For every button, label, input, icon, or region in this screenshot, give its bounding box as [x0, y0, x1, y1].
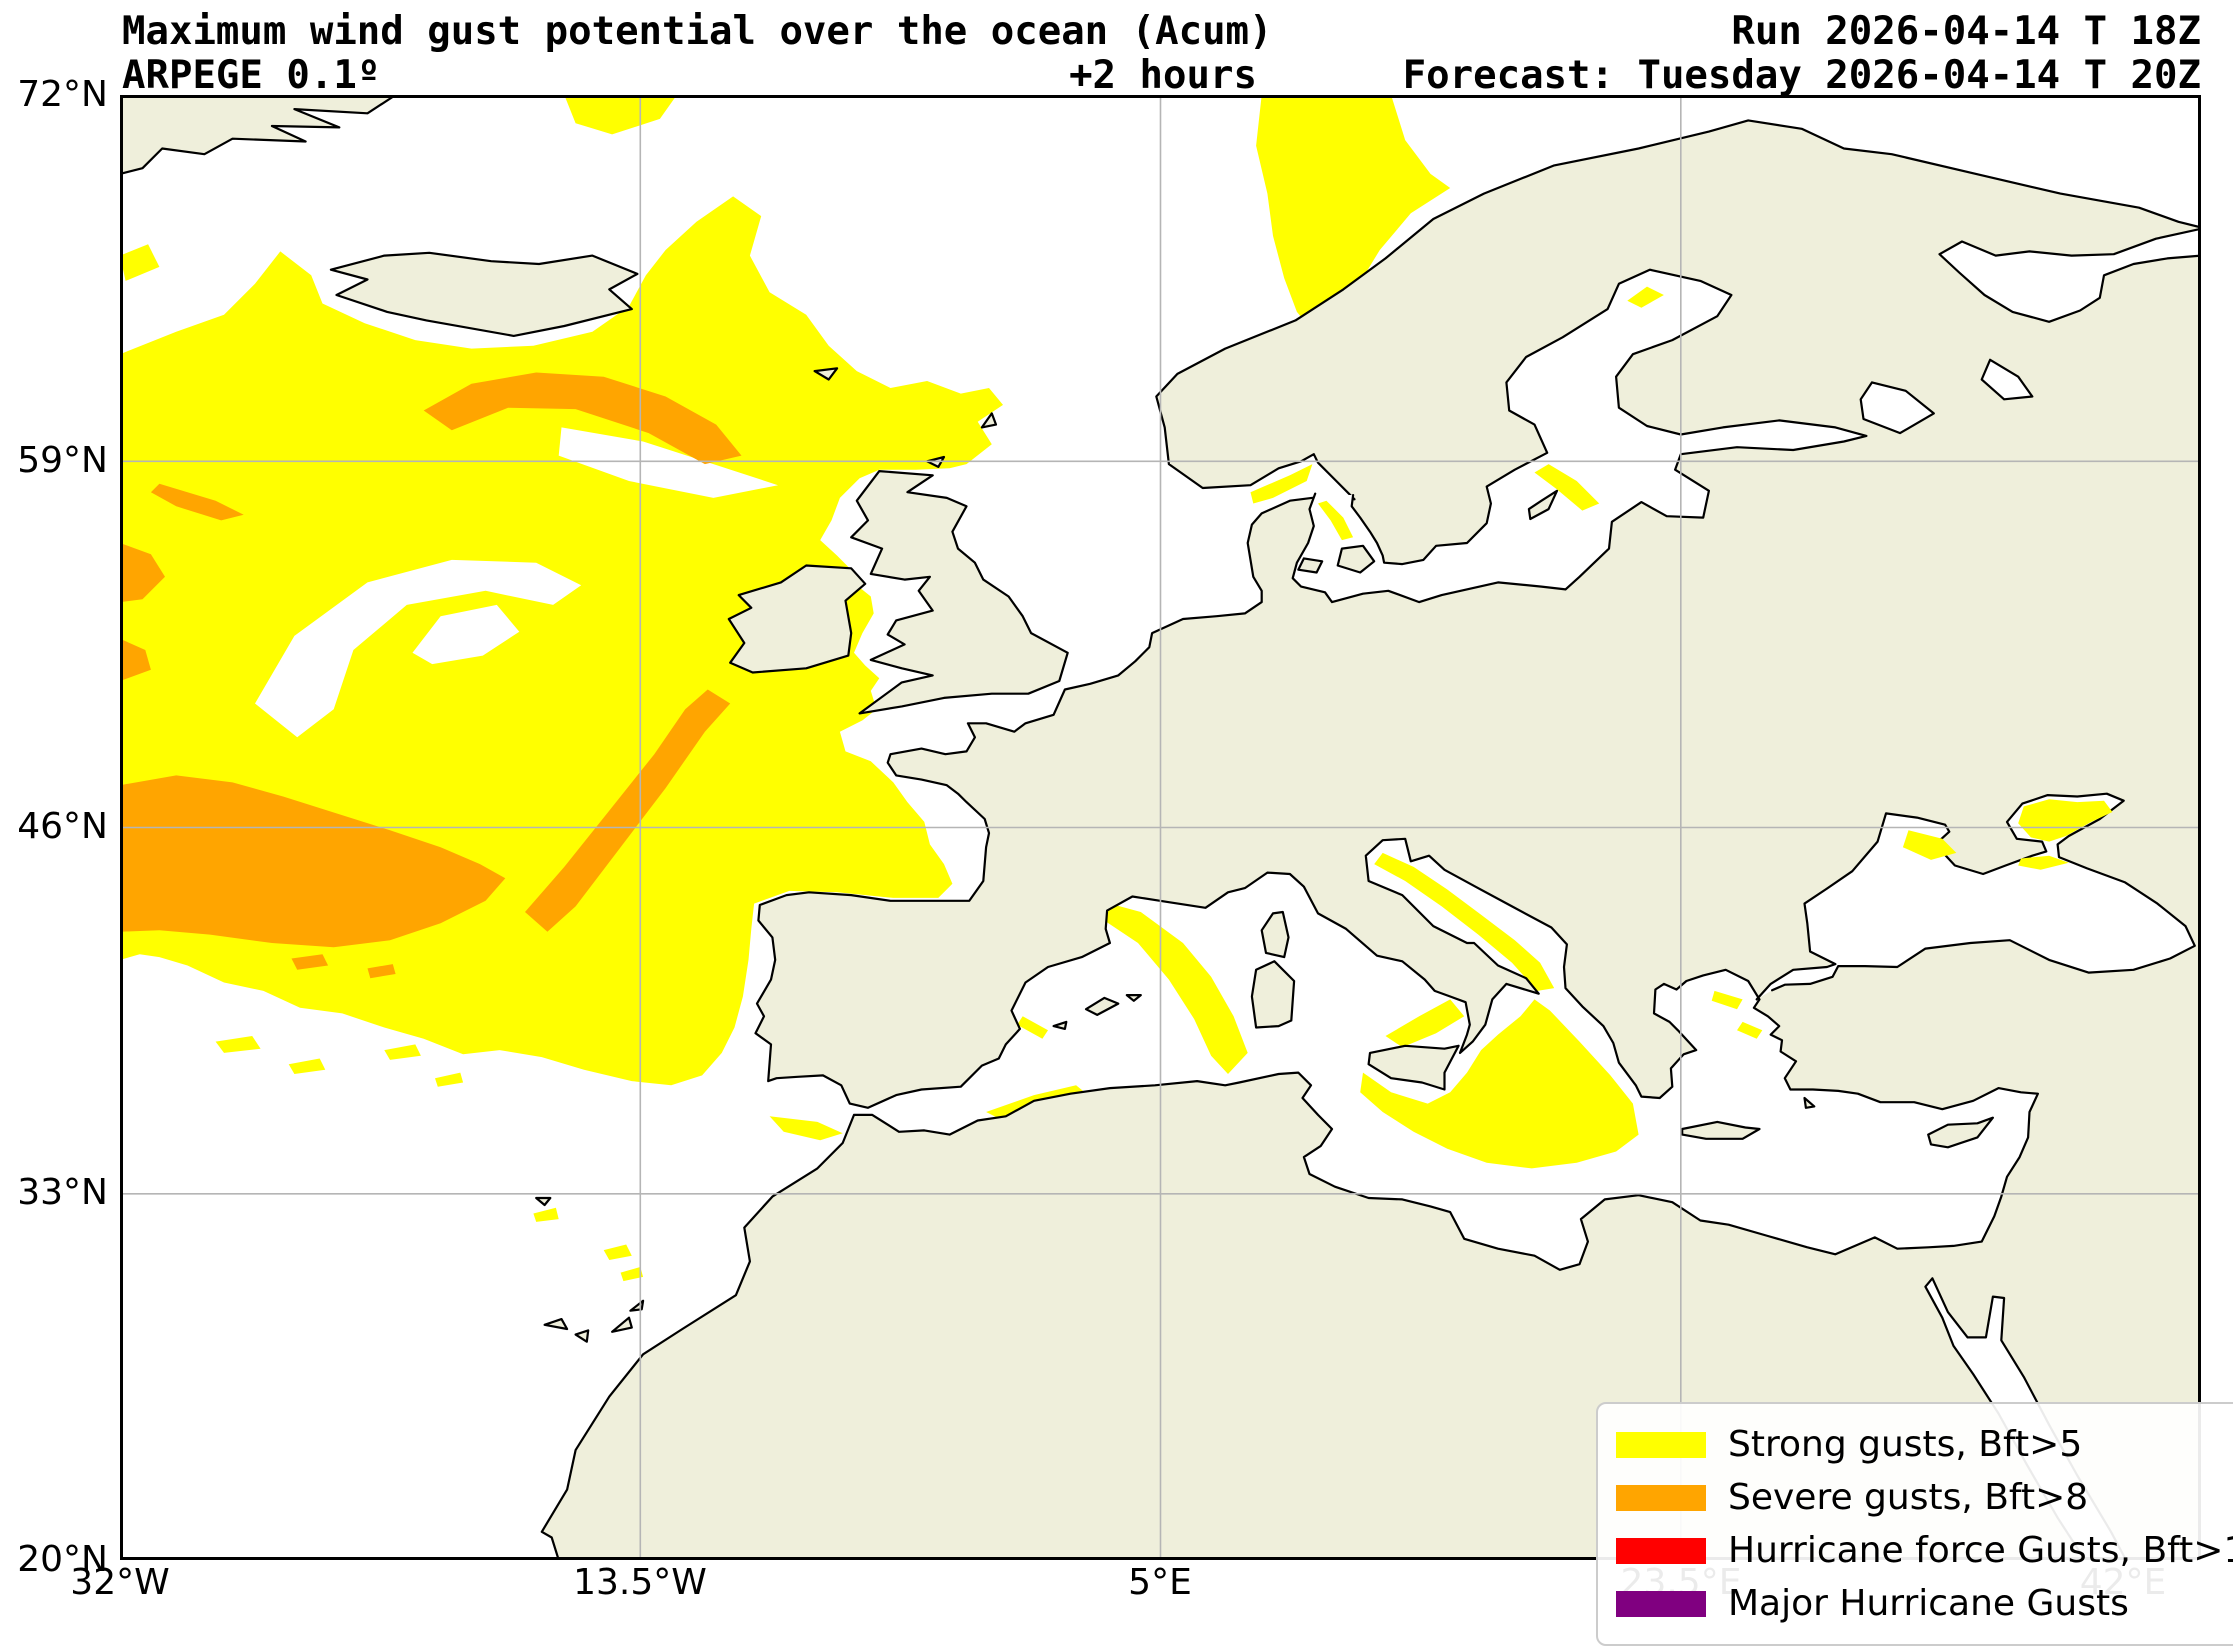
land-greenland: [120, 95, 397, 176]
legend-color-swatch: [1616, 1484, 1706, 1511]
land-menorca: [1125, 993, 1142, 1002]
land-iceland: [329, 251, 639, 337]
gust-strong-south-speck-4: [435, 1072, 464, 1087]
gust-severe-southwest-mass: [120, 775, 506, 948]
land-great-britain: [850, 470, 1069, 715]
gust-strong-adriatic-streak: [1374, 852, 1555, 991]
gust-strong-lion-sardinia-band: [1104, 903, 1248, 1074]
legend-item-label: Severe gusts, Bft>8: [1728, 1476, 2089, 1518]
gust-strong-aegean-dash-1: [1711, 990, 1743, 1010]
land-funen: [1297, 557, 1324, 574]
gust-severe-dash-1: [291, 954, 329, 970]
gust-strong-kerch-south: [2018, 855, 2069, 870]
land-corsica: [1260, 910, 1290, 959]
y-axis-tick-label: 33°N: [17, 1172, 108, 1213]
land-sicily: [1367, 1044, 1460, 1091]
gust-strong-south-speck-3: [384, 1044, 421, 1060]
gust-strong-gibraltar-approach: [769, 1116, 843, 1141]
coastline-lake-ladoga: [1859, 381, 1935, 435]
gust-strong-ionian-mass: [1360, 999, 1639, 1169]
forecast-time-label: Forecast: Tuesday 2026-04-14 T 20Z: [1402, 53, 2201, 98]
gust-strong-aegean-dash-2: [1737, 1021, 1763, 1039]
coastline-black-sea: [1755, 792, 2196, 1001]
gust-strong-bothnia-speck: [1627, 286, 1664, 308]
legend-color-swatch: [1616, 1431, 1706, 1458]
land-crete: [1681, 1120, 1761, 1140]
y-axis-tick-label: 46°N: [17, 806, 108, 847]
gust-strong-top-edge-ne-iceland: [564, 95, 677, 135]
page-title: Maximum wind gust potential over the oce…: [122, 9, 1273, 54]
gust-strong-madeira-speck: [533, 1207, 559, 1222]
land-mallorca: [1084, 996, 1120, 1017]
legend-color-swatch: [1616, 1537, 1706, 1564]
gust-severe-west-edge-1: [120, 543, 165, 603]
x-axis-tick-label: 13.5°W: [573, 1562, 707, 1603]
run-time-label: Run 2026-04-14 T 18Z: [1731, 9, 2201, 54]
land-shetland: [980, 412, 998, 429]
map-legend: Strong gusts, Bft>5 Severe gusts, Bft>8 Hu…: [1596, 1402, 2233, 1646]
y-axis-tick-label: 59°N: [17, 440, 108, 481]
gust-severe-west-edge-2: [120, 638, 151, 681]
gust-severe-dash-2: [367, 964, 396, 979]
gust-strong-azov: [2018, 799, 2113, 842]
gust-strong-greenland-edge: [120, 244, 160, 281]
y-axis-tick-label: 72°N: [17, 74, 108, 115]
x-axis-tick-label: 32°W: [70, 1562, 170, 1603]
sea-black-sea: [1756, 793, 2195, 1000]
gust-strong-morocco-speck-2: [620, 1267, 644, 1282]
gust-strong-south-speck-2: [288, 1058, 326, 1074]
model-label: ARPEGE 0.1º: [122, 53, 381, 98]
sea-white-sea: [1939, 228, 2201, 322]
gust-hole-gap-under-arc: [558, 427, 778, 498]
gust-strong-valencia-dash: [1017, 1016, 1048, 1039]
gust-strong-morocco-speck-1: [603, 1244, 632, 1260]
land-gran-canaria: [574, 1329, 590, 1343]
land-ibiza: [1052, 1020, 1068, 1031]
gust-severe-se-band: [525, 689, 731, 932]
land-ireland: [727, 564, 867, 674]
gust-strong-south-speck-1: [215, 1036, 261, 1053]
land-fuerteventura: [611, 1316, 633, 1333]
forecast-step-label: +2 hours: [1069, 53, 1257, 98]
gust-strong-kattegat: [1318, 500, 1354, 541]
land-cyprus: [1927, 1116, 1995, 1149]
map-plot-area: Strong gusts, Bft>5 Severe gusts, Bft>8 Hu…: [120, 95, 2233, 1646]
gust-strong-norway-coast: [1256, 95, 1451, 338]
gust-strong-baltic-streak: [1534, 464, 1600, 511]
coastline-white-sea: [1938, 227, 2201, 323]
gust-severe-ne-arc: [423, 372, 742, 465]
land-tenerife: [543, 1317, 569, 1331]
legend-item: Strong gusts, Bft>5: [1616, 1418, 2233, 1471]
x-axis-tick-label: 5°E: [1128, 1562, 1192, 1603]
y-axis-tick-label: 20°N: [17, 1539, 108, 1580]
legend-item-label: Hurricane force Gusts, Bft>10: [1728, 1529, 2233, 1571]
gust-severe-west-streak: [150, 483, 244, 521]
land-rhodes: [1803, 1096, 1816, 1109]
land-sardinia: [1250, 960, 1296, 1029]
legend-item: Hurricane force Gusts, Bft>10: [1616, 1524, 2233, 1577]
gust-strong-crimea-west: [1902, 830, 1957, 860]
sea-lake-ladoga: [1860, 382, 1934, 434]
land-zealand: [1336, 544, 1376, 574]
coastline-lake-onega: [1980, 358, 2034, 401]
legend-item: Severe gusts, Bft>8: [1616, 1471, 2233, 1524]
land-faroe: [813, 367, 839, 381]
land-eurasia-africa: [540, 119, 2201, 1560]
legend-item-label: Strong gusts, Bft>5: [1728, 1423, 2083, 1465]
weather-map: [120, 95, 2201, 1560]
plot-border: [120, 95, 2201, 1560]
land-madeira: [535, 1196, 552, 1207]
gust-hole-eye-crescent: [255, 559, 582, 738]
land-gotland: [1527, 489, 1559, 521]
gust-hole-eye-core: [412, 604, 520, 665]
sea-baltic: [1292, 269, 1867, 603]
gust-strong-skagerrak: [1250, 464, 1313, 504]
gust-strong-tyrrhenian-south: [1385, 999, 1465, 1048]
